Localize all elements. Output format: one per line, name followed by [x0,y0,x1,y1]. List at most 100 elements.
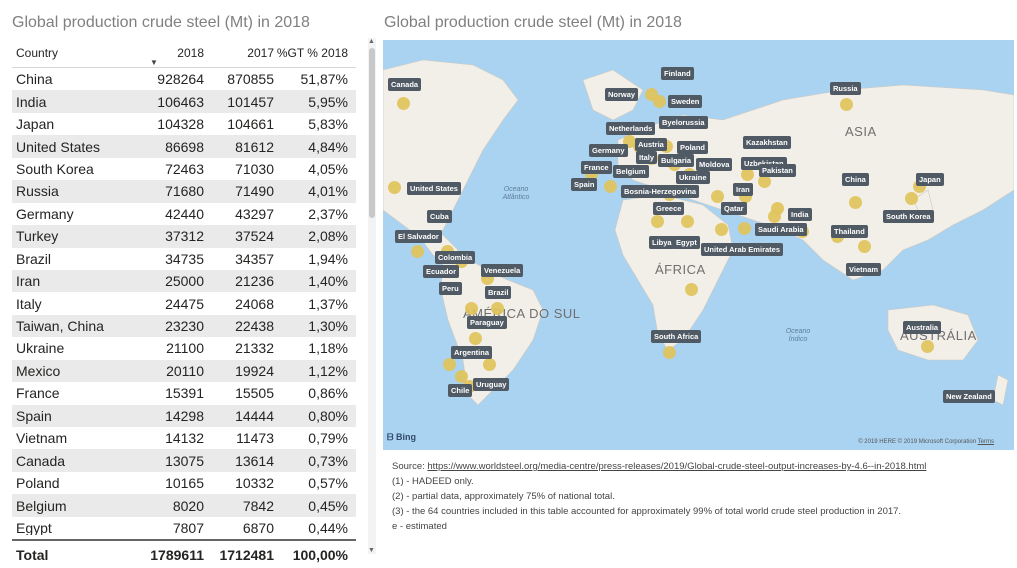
map-label-australia[interactable]: Australia [903,321,942,334]
map-label-colombia[interactable]: Colombia [435,251,476,264]
map-dot[interactable] [758,175,771,188]
table-row[interactable]: South Korea 72463 71030 4,05% [12,158,356,180]
table-row[interactable]: Canada 13075 13614 0,73% [12,449,356,472]
table-row[interactable]: Italy 24475 24068 1,37% [12,292,356,314]
table-row[interactable]: India 106463 101457 5,95% [12,90,356,113]
map-dot[interactable] [411,245,424,258]
map-label-libya[interactable]: Libya [649,236,675,249]
map-label-sweden[interactable]: Sweden [668,95,703,108]
bing-logo[interactable]: ᗷ Bing [387,432,416,443]
table-scrollbar[interactable]: ▲ ▼ [368,38,376,554]
map-dot[interactable] [905,192,918,205]
map-dot[interactable] [681,215,694,228]
map-label-italy[interactable]: Italy [636,151,658,164]
map-label-saudi-arabia[interactable]: Saudi Arabia [755,223,807,236]
table-row[interactable]: Germany 42440 43297 2,37% [12,203,356,225]
map-label-el-salvador[interactable]: El Salvador [395,230,442,243]
scroll-down-icon[interactable]: ▼ [368,547,375,554]
table-row[interactable]: Russia 71680 71490 4,01% [12,180,356,203]
map-dot[interactable] [663,346,676,359]
map-label-spain[interactable]: Spain [571,178,598,191]
table-row[interactable]: Spain 14298 14444 0,80% [12,404,356,427]
table-row[interactable]: France 15391 15505 0,86% [12,382,356,404]
map-label-ukraine[interactable]: Ukraine [676,171,710,184]
map-label-norway[interactable]: Norway [605,88,639,101]
terms-link[interactable]: Terms [977,439,994,445]
map-label-byelorussia[interactable]: Byelorussia [659,116,708,129]
map-label-qatar[interactable]: Qatar [721,202,747,215]
map-label-pakistan[interactable]: Pakistan [759,164,796,177]
table-row[interactable]: Mexico 20110 19924 1,12% [12,359,356,383]
map-label-china[interactable]: China [842,173,869,186]
map-label-japan[interactable]: Japan [916,173,944,186]
map-dot[interactable] [711,190,724,203]
map-label-brazil[interactable]: Brazil [485,286,512,299]
map-dot[interactable] [858,240,871,253]
map-dot[interactable] [849,196,862,209]
map-label-bulgaria[interactable]: Bulgaria [658,154,695,167]
map-label-india[interactable]: India [788,208,812,221]
map-dot[interactable] [388,181,401,194]
map-dot[interactable] [840,98,853,111]
header-2017[interactable]: 2017 [247,45,274,60]
table-row[interactable]: Vietnam 14132 11473 0,79% [12,427,356,449]
map-dot[interactable] [738,222,751,235]
map-label-egypt[interactable]: Egypt [673,236,700,249]
map-label-united-states[interactable]: United States [407,182,461,195]
map-label-paraguay[interactable]: Paraguay [467,316,507,329]
map-dot[interactable] [455,370,468,383]
map-label-kazakhstan[interactable]: Kazakhstan [743,136,791,149]
map-label-netherlands[interactable]: Netherlands [606,122,656,135]
table-row[interactable]: Belgium 8020 7842 0,45% [12,494,356,517]
map-dot[interactable] [491,302,504,315]
map-label-france[interactable]: France [581,161,612,174]
map-label-bosnia-herzegovina[interactable]: Bosnia-Herzegovina [621,185,700,198]
map-dot[interactable] [397,97,410,110]
map-label-argentina[interactable]: Argentina [451,346,493,359]
map-dot[interactable] [653,95,666,108]
map-label-thailand[interactable]: Thailand [831,225,868,238]
map-label-ecuador[interactable]: Ecuador [423,265,460,278]
table-row[interactable]: China 928264 870855 51,87% [12,68,356,90]
map-label-vietnam[interactable]: Vietnam [846,263,882,276]
world-map[interactable]: ASIA ÁFRICA AMÉRICA DO SUL AUSTRÁLIA Oce… [383,40,1014,450]
map-label-canada[interactable]: Canada [388,78,422,91]
map-label-united-arab-emirates[interactable]: United Arab Emirates [701,243,783,256]
table-row[interactable]: Brazil 34735 34357 1,94% [12,248,356,270]
map-dot[interactable] [651,215,664,228]
table-row[interactable]: Poland 10165 10332 0,57% [12,472,356,494]
map-label-cuba[interactable]: Cuba [427,210,452,223]
header-2018[interactable]: 2018 ▼ [132,46,204,67]
map-dot[interactable] [921,340,934,353]
map-label-south-africa[interactable]: South Africa [651,330,702,343]
map-label-uruguay[interactable]: Uruguay [473,378,510,391]
map-label-poland[interactable]: Poland [677,141,709,154]
map-label-peru[interactable]: Peru [439,282,462,295]
map-label-finland[interactable]: Finland [661,67,694,80]
map-dot[interactable] [443,358,456,371]
header-share[interactable]: %GT % 2018 [276,45,348,60]
map-label-greece[interactable]: Greece [653,202,685,215]
map-dot[interactable] [465,302,478,315]
table-row[interactable]: Japan 104328 104661 5,83% [12,113,356,135]
map-dot[interactable] [604,180,617,193]
map-label-chile[interactable]: Chile [448,384,473,397]
map-label-russia[interactable]: Russia [830,82,861,95]
map-label-new-zealand[interactable]: New Zealand [943,390,995,403]
map-label-austria[interactable]: Austria [635,138,667,151]
scroll-up-icon[interactable]: ▲ [368,38,375,45]
table-row[interactable]: Iran 25000 21236 1,40% [12,269,356,293]
map-label-venezuela[interactable]: Venezuela [481,264,524,277]
table-row[interactable]: United States 86698 81612 4,84% [12,135,356,158]
map-label-germany[interactable]: Germany [589,144,628,157]
map-dot[interactable] [483,358,496,371]
scroll-thumb[interactable] [369,48,375,218]
table-row[interactable]: Egypt 7807 6870 0,44% [12,517,356,535]
table-row[interactable]: Ukraine 21100 21332 1,18% [12,337,356,359]
map-dot[interactable] [715,223,728,236]
map-label-iran[interactable]: Iran [733,183,753,196]
map-label-moldova[interactable]: Moldova [696,158,733,171]
map-dot[interactable] [685,283,698,296]
table-row[interactable]: Turkey 37312 37524 2,08% [12,225,356,248]
source-link[interactable]: https://www.worldsteel.org/media-centre/… [427,461,927,472]
